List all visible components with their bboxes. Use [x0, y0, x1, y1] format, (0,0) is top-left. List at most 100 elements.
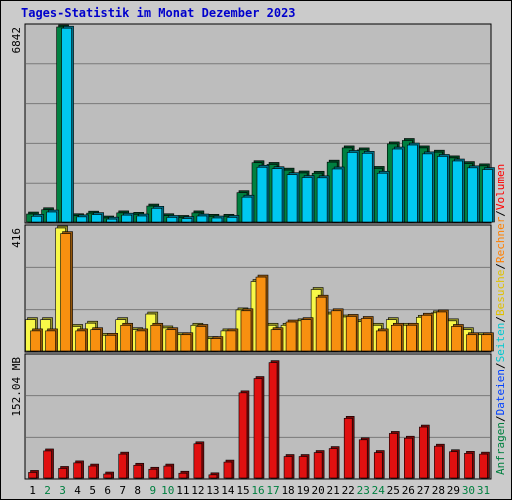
bar-seiten: [345, 316, 357, 352]
bar-seiten: [165, 329, 177, 352]
bar-seiten: [105, 335, 116, 352]
bar-dateien: [31, 215, 42, 223]
bar-dateien: [482, 169, 493, 223]
bar-dateien: [467, 167, 478, 223]
bar-dateien: [181, 218, 193, 223]
x-tick-label: 5: [89, 484, 96, 497]
bar-dateien: [106, 218, 117, 223]
bar-volumen: [253, 378, 263, 479]
x-tick-label: 2: [44, 484, 51, 497]
bar-volumen: [373, 452, 383, 479]
x-tick-label: 9: [149, 484, 156, 497]
bar-seiten: [300, 319, 312, 352]
x-tick-label: 25: [387, 484, 400, 497]
bar-volumen: [193, 443, 203, 479]
bar-seiten: [481, 334, 492, 352]
bar-volumen: [479, 453, 488, 479]
bar-dateien: [121, 214, 133, 223]
bar-seiten: [30, 330, 41, 352]
bar-seiten: [45, 330, 56, 352]
bar-seiten: [406, 324, 417, 352]
bar-seiten: [466, 334, 477, 352]
legend-separator: /: [494, 210, 507, 217]
legend-item-volumen: Volumen: [494, 164, 507, 210]
bar-volumen: [103, 473, 112, 479]
bar-volumen: [434, 445, 443, 479]
legend-item-anfragen: Anfragen: [494, 422, 507, 475]
legend-item-seiten: Seiten: [494, 323, 507, 363]
bar-dateien: [46, 211, 57, 223]
bar-volumen: [358, 439, 368, 479]
bar-volumen: [313, 452, 323, 479]
bar-seiten: [255, 276, 267, 352]
bar-volumen: [268, 362, 278, 479]
y-max-label-middle: 416: [10, 228, 23, 248]
bar-dateien: [286, 174, 298, 223]
bar-volumen: [223, 461, 233, 479]
legend-separator: /: [494, 415, 507, 422]
bar-dateien: [136, 215, 148, 223]
bar-seiten: [150, 324, 162, 352]
x-tick-label: 29: [447, 484, 460, 497]
bar-seiten: [195, 326, 207, 352]
bar-seiten: [120, 324, 132, 352]
x-tick-label: 24: [372, 484, 386, 497]
bar-seiten: [360, 318, 372, 352]
bar-dateien: [151, 208, 163, 223]
bar-dateien: [407, 144, 418, 223]
bar-dateien: [331, 168, 343, 223]
bar-dateien: [256, 166, 268, 223]
bar-seiten: [225, 330, 237, 352]
x-tick-label: 16: [251, 484, 264, 497]
x-tick-label: 15: [236, 484, 249, 497]
legend-separator: /: [494, 316, 507, 323]
x-tick-label: 17: [266, 484, 279, 497]
bar-dateien: [301, 177, 313, 223]
bar-volumen: [163, 465, 173, 479]
bar-seiten: [285, 321, 297, 352]
bar-dateien: [346, 152, 358, 223]
legend-item-rechner: Rechner: [494, 216, 507, 263]
bar-volumen: [208, 474, 218, 479]
legend-separator: /: [494, 362, 507, 369]
x-tick-label: 10: [161, 484, 174, 497]
legend-item-besuche: Besuche: [494, 270, 507, 316]
bar-seiten: [60, 233, 71, 352]
x-tick-label: 22: [342, 484, 355, 497]
bar-volumen: [388, 433, 398, 479]
bar-volumen: [328, 448, 338, 479]
x-tick-label: 8: [134, 484, 141, 497]
x-tick-label: 7: [119, 484, 126, 497]
bar-seiten: [270, 329, 282, 352]
x-tick-label: 28: [432, 484, 445, 497]
bar-dateien: [391, 148, 403, 223]
legend: Anfragen/Dateien/Seiten/Besuche/Rechner/…: [494, 164, 507, 475]
bar-seiten: [75, 330, 86, 352]
x-tick-label: 4: [74, 484, 81, 497]
x-tick-label: 27: [417, 484, 430, 497]
bar-seiten: [135, 330, 147, 352]
bar-volumen: [343, 418, 353, 479]
bar-dateien: [422, 153, 433, 223]
x-tick-label: 3: [59, 484, 66, 497]
bar-seiten: [330, 310, 342, 352]
bar-volumen: [464, 453, 473, 479]
bar-seiten: [421, 314, 432, 352]
bar-volumen: [73, 462, 82, 479]
bar-dateien: [211, 217, 223, 223]
bar-dateien: [361, 153, 373, 223]
x-tick-label: 11: [176, 484, 189, 497]
bar-volumen: [28, 472, 37, 479]
bar-seiten: [390, 324, 402, 352]
bar-volumen: [118, 453, 128, 479]
bar-volumen: [419, 426, 428, 479]
bar-volumen: [238, 392, 248, 479]
x-tick-label: 20: [312, 484, 325, 497]
bar-seiten: [90, 329, 101, 352]
bar-volumen: [148, 468, 158, 479]
bar-seiten: [210, 338, 222, 352]
y-max-label-top: 6842: [10, 27, 23, 54]
bar-seiten: [315, 296, 327, 352]
bar-dateien: [166, 217, 178, 223]
bar-dateien: [91, 214, 102, 223]
